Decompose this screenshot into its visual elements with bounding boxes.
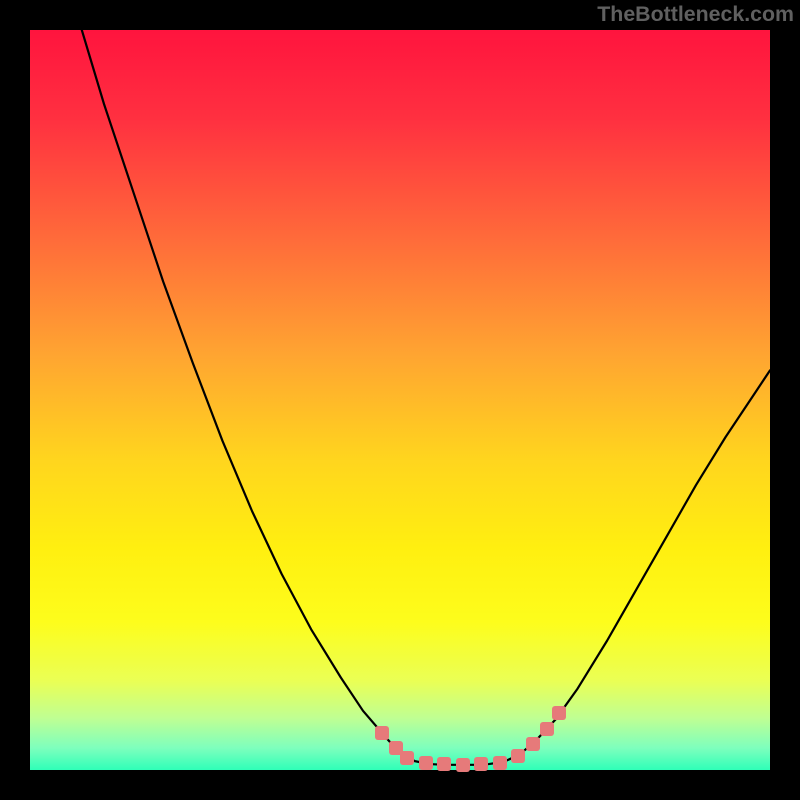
watermark-text: TheBottleneck.com [597, 2, 794, 27]
plot-area [30, 30, 770, 770]
outer-frame: TheBottleneck.com [0, 0, 800, 800]
gradient-background [30, 30, 770, 770]
